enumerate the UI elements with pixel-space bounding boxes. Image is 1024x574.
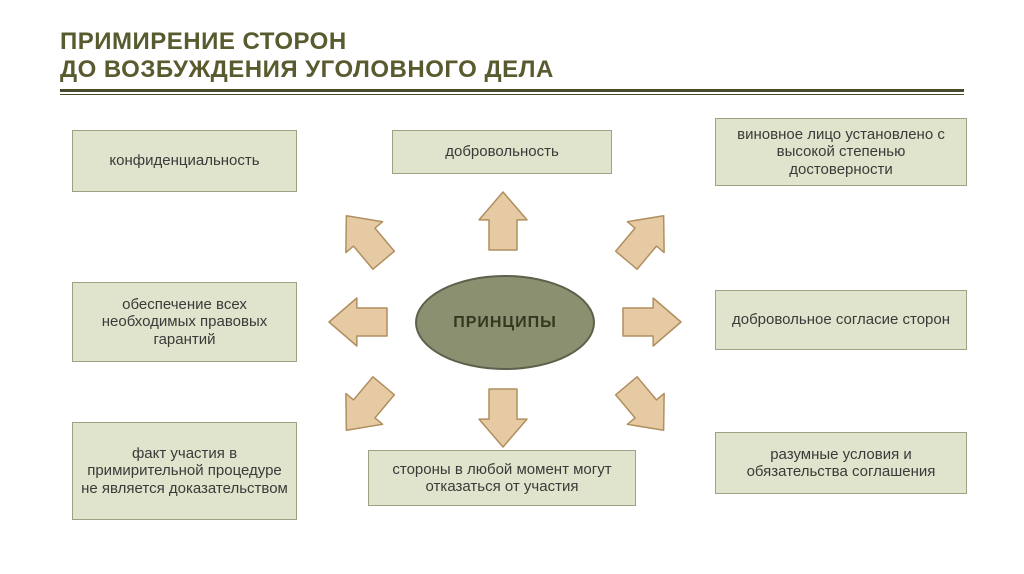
title-line1: ПРИМИРЕНИЕ СТОРОН	[60, 28, 347, 55]
principle-label: стороны в любой момент могут отказаться …	[377, 461, 627, 496]
title-rule	[60, 89, 964, 95]
principle-box-guar: обеспечение всех необходимых правовых га…	[72, 282, 297, 362]
principle-label: факт участия в примирительной процедуре …	[81, 445, 288, 497]
principle-label: добровольность	[445, 143, 559, 160]
title-line2: ДО ВОЗБУЖДЕНИЯ УГОЛОВНОГО ДЕЛА	[60, 56, 554, 83]
principle-label: обеспечение всех необходимых правовых га…	[81, 296, 288, 348]
arrow-to-terms	[605, 368, 685, 449]
arrow-to-consent	[621, 296, 683, 348]
principle-label: разумные условия и обязательства соглаше…	[724, 446, 958, 481]
slide-root: ПРИМИРЕНИЕ СТОРОН ДО ВОЗБУЖДЕНИЯ УГОЛОВН…	[0, 0, 1024, 574]
arrow-to-guar	[327, 296, 389, 348]
principle-label: добровольное согласие сторон	[732, 311, 950, 328]
principle-box-fact: факт участия в примирительной процедуре …	[72, 422, 297, 520]
principle-label: виновное лицо установлено с высокой степ…	[724, 126, 958, 178]
principle-box-conf: конфиденциальность	[72, 130, 297, 192]
principle-box-consent: добровольное согласие сторон	[715, 290, 967, 350]
arrow-to-guilty	[605, 198, 685, 279]
arrow-to-volunt	[477, 190, 529, 252]
center-oval: ПРИНЦИПЫ	[415, 275, 595, 370]
arrow-to-refuse	[477, 387, 529, 449]
principle-box-refuse: стороны в любой момент могут отказаться …	[368, 450, 636, 506]
arrow-to-fact	[325, 368, 405, 449]
page-title: ПРИМИРЕНИЕ СТОРОН ДО ВОЗБУЖДЕНИЯ УГОЛОВН…	[60, 28, 964, 83]
principle-label: конфиденциальность	[109, 152, 259, 169]
principle-box-volunt: добровольность	[392, 130, 612, 174]
principle-box-guilty: виновное лицо установлено с высокой степ…	[715, 118, 967, 186]
arrow-to-conf	[325, 198, 405, 279]
principle-box-terms: разумные условия и обязательства соглаше…	[715, 432, 967, 494]
